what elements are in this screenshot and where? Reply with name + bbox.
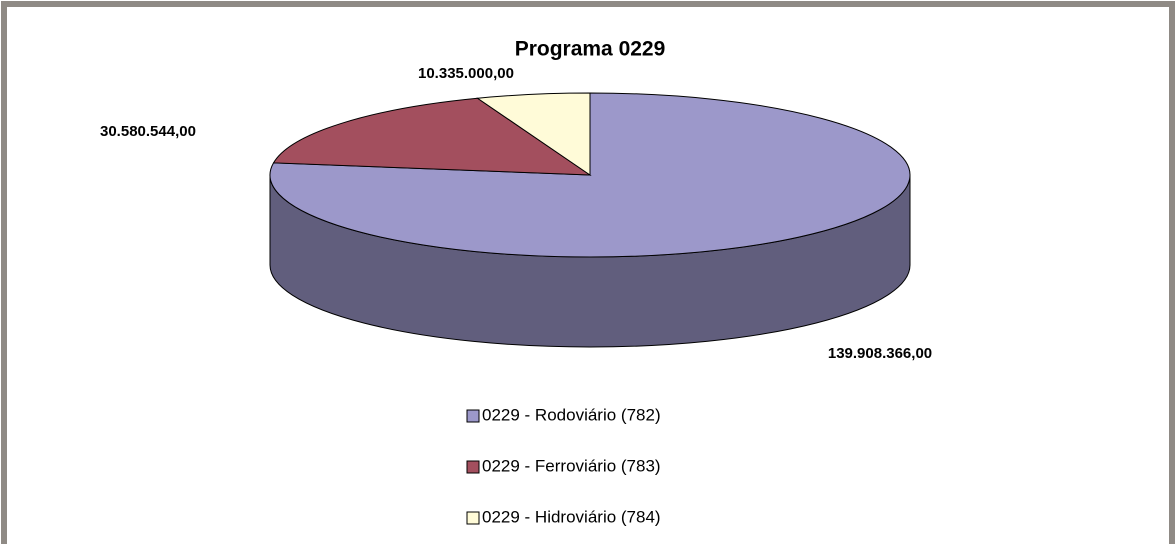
pie-slice [476, 92, 591, 176]
data-label: 139.908.366,00 [828, 345, 932, 362]
legend-label: 0229 - Hidroviário (784) [482, 507, 661, 526]
legend-label: 0229 - Ferroviário (783) [482, 456, 661, 475]
legend-swatch [466, 460, 480, 474]
pie-slice [272, 97, 592, 176]
data-label: 30.580.544,00 [100, 123, 196, 140]
legend-swatch [466, 409, 480, 423]
data-label: 10.335.000,00 [418, 65, 514, 82]
legend-label: 0229 - Rodoviário (782) [482, 405, 661, 424]
legend-swatch [466, 511, 480, 525]
chart-title: Programa 0229 [515, 38, 666, 61]
